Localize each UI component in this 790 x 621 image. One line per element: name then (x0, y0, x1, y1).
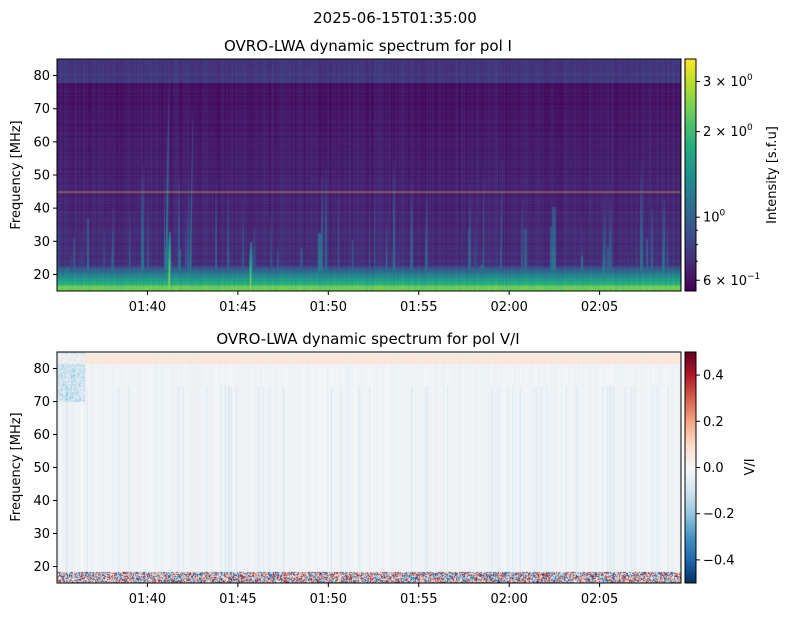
vi-y-axis: 20 30 40 50 60 70 80 (33, 362, 57, 575)
colorbar-tick-label: 0.4 (703, 369, 724, 384)
x-tick-label: 01:45 (219, 592, 256, 607)
y-tick-label: 50 (33, 461, 50, 476)
panel-intensity: OVRO-LWA dynamic spectrum for pol I 20 30… (9, 37, 780, 315)
figure-suptitle: 2025-06-15T01:35:00 (313, 9, 477, 27)
colorbar-tick-label: 3 × 100 (703, 73, 753, 90)
vi-colorbar-ticks: 0.4 0.2 0.0 −0.2 −0.4 (696, 369, 735, 568)
colorbar-tick-label: 6 × 10−1 (703, 272, 760, 289)
y-tick-label: 70 (33, 102, 50, 117)
x-tick-label: 01:55 (400, 300, 437, 315)
vi-y-axis-label: Frequency [MHz] (9, 412, 24, 521)
x-tick-label: 02:00 (490, 592, 527, 607)
y-tick-label: 30 (33, 527, 50, 542)
x-tick-label: 02:05 (581, 300, 618, 315)
vi-colorbar-label: V/I (743, 458, 758, 475)
vi-heatmap-area (57, 352, 681, 583)
y-tick-label: 40 (33, 494, 50, 509)
intensity-x-axis: 01:40 01:45 01:50 01:55 02:00 02:05 (129, 291, 618, 315)
x-tick-label: 01:50 (310, 592, 347, 607)
x-tick-label: 01:50 (310, 300, 347, 315)
x-tick-label: 01:40 (129, 592, 166, 607)
y-tick-label: 20 (33, 560, 50, 575)
intensity-colorbar-frame (684, 58, 697, 292)
vi-x-axis: 01:40 01:45 01:50 01:55 02:00 02:05 (129, 583, 618, 607)
y-tick-label: 60 (33, 135, 50, 150)
y-tick-label: 80 (33, 69, 50, 84)
vi-colorbar (685, 352, 696, 583)
colorbar-tick-label: −0.2 (703, 507, 735, 522)
colorbar-tick-label: 0.0 (703, 461, 724, 476)
x-tick-label: 01:45 (219, 300, 256, 315)
colorbar-tick-label: 2 × 100 (703, 123, 753, 140)
y-tick-label: 70 (33, 395, 50, 410)
y-tick-label: 80 (33, 362, 50, 377)
colorbar-tick-label: 100 (703, 209, 726, 226)
panel-vi-title: OVRO-LWA dynamic spectrum for pol V/I (216, 330, 519, 348)
x-tick-label: 01:40 (129, 300, 166, 315)
x-tick-label: 02:05 (581, 592, 618, 607)
intensity-colorbar (685, 59, 696, 291)
x-tick-label: 02:00 (490, 300, 527, 315)
y-tick-label: 20 (33, 268, 50, 283)
panel-intensity-title: OVRO-LWA dynamic spectrum for pol I (224, 37, 512, 55)
intensity-y-axis: 20 30 40 50 60 70 80 (33, 69, 57, 283)
intensity-colorbar-label: Intensity [s.f.u] (765, 126, 780, 224)
intensity-colorbar-ticks: 3 × 100 2 × 100 100 6 × 10−1 (696, 73, 760, 289)
intensity-y-axis-label: Frequency [MHz] (9, 120, 24, 229)
colorbar-tick-label: −0.4 (703, 553, 735, 568)
panel-vi: OVRO-LWA dynamic spectrum for pol V/I 20… (9, 330, 758, 607)
y-tick-label: 30 (33, 235, 50, 250)
colorbar-tick-label: 0.2 (703, 415, 724, 430)
y-tick-label: 50 (33, 169, 50, 184)
intensity-heatmap-area (57, 59, 681, 291)
y-tick-label: 40 (33, 202, 50, 217)
y-tick-label: 60 (33, 428, 50, 443)
x-tick-label: 01:55 (400, 592, 437, 607)
